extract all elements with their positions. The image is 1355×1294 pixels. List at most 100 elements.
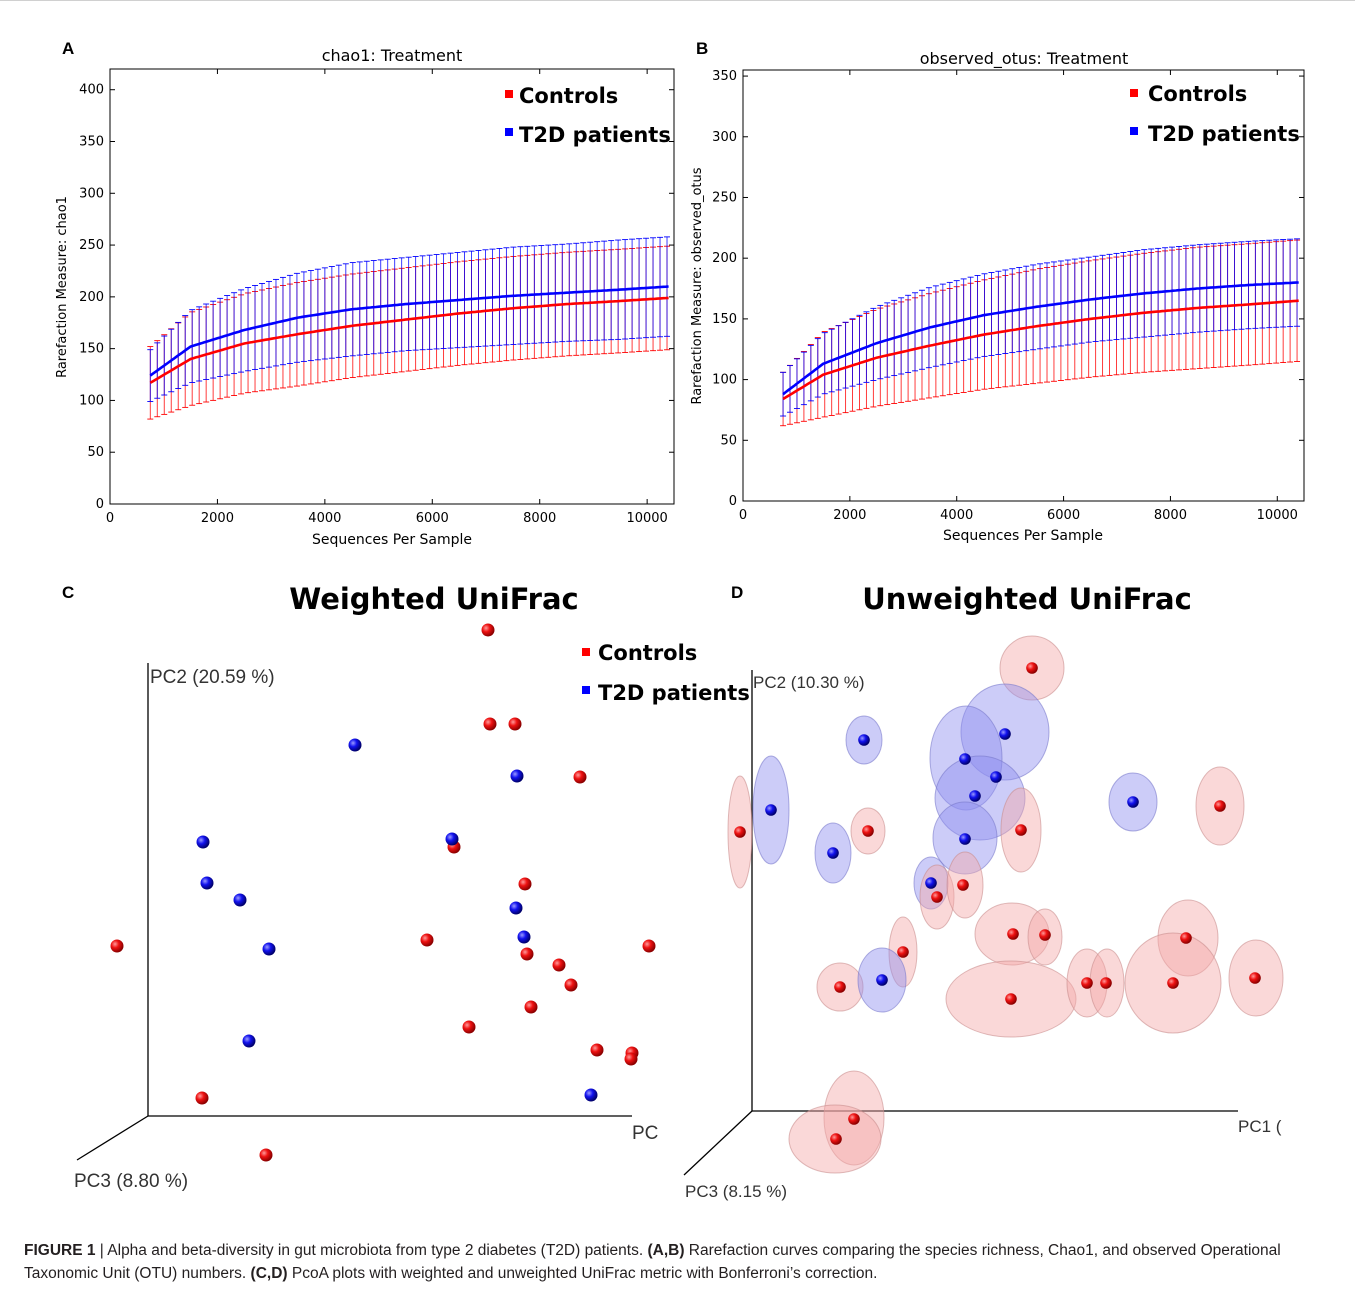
- panel-b-ylabel: Rarefaction Measure: observed_otus: [690, 167, 705, 404]
- point-t2d: [876, 974, 888, 986]
- y-tick-label: 50: [87, 445, 104, 460]
- point-controls: [1007, 928, 1019, 940]
- caption-separator: |: [95, 1242, 108, 1259]
- panel-c-legend: Controls T2D patients: [582, 641, 750, 705]
- point-controls: [830, 1133, 842, 1145]
- panel-letter-a: A: [62, 39, 74, 58]
- y-tick-label: 250: [79, 238, 104, 253]
- top-rule: [0, 0, 1355, 1]
- panel-c-label-pc3: PC3 (8.80 %): [74, 1171, 188, 1192]
- panel-c-label-pc1: PC: [632, 1123, 658, 1144]
- point-controls: [1167, 977, 1179, 989]
- y-tick-label: 350: [79, 135, 104, 150]
- panel-c-legend-controls: Controls: [598, 641, 697, 665]
- point-controls: [1214, 800, 1226, 812]
- panel-b-rarefaction-observed-otus: observed_otus: Treatment 0 2000 4000 6000 80…: [690, 49, 1305, 544]
- panel-c-axis-pc3: [76, 1115, 149, 1161]
- panel-d-confidence-ellipses: [727, 635, 1284, 1174]
- panel-c-points: [110, 623, 656, 1162]
- panel-a-marks: [147, 236, 671, 420]
- caption-ref-ab: (A,B): [647, 1242, 685, 1259]
- panel-a-title: chao1: Treatment: [322, 46, 463, 65]
- panel-a-xlabel: Sequences Per Sample: [312, 532, 472, 548]
- caption-label: FIGURE 1: [24, 1242, 96, 1259]
- point-t2d: [827, 847, 839, 859]
- panel-b-legend-swatch-t2d: [1130, 127, 1138, 135]
- y-tick-label: 150: [712, 312, 737, 327]
- series-line-t2d: [782, 281, 1299, 396]
- point-controls: [1015, 824, 1027, 836]
- caption-text-1: Alpha and beta-diversity in gut microbio…: [107, 1242, 648, 1259]
- panel-b-legend: Controls T2D patients: [1130, 82, 1300, 146]
- panel-b-xlabel: Sequences Per Sample: [943, 528, 1103, 544]
- panel-a-legend-swatch-controls: [505, 90, 513, 98]
- caption-ref-cd: (C,D): [250, 1265, 288, 1282]
- point-t2d: [925, 877, 937, 889]
- panel-c-legend-swatch-t2d: [582, 686, 590, 694]
- point-controls: [1026, 662, 1038, 674]
- point-t2d: [510, 769, 524, 783]
- point-controls: [957, 879, 969, 891]
- panel-b-title: observed_otus: Treatment: [920, 49, 1129, 69]
- y-tick-label: 0: [729, 494, 737, 509]
- point-controls: [518, 877, 532, 891]
- x-tick-label: 2000: [833, 508, 866, 523]
- y-tick-label: 0: [96, 497, 104, 512]
- panel-c-weighted-unifrac: Weighted UniFrac PC2 (20.59 %) PC3 (8.80…: [74, 582, 750, 1192]
- point-controls: [195, 1091, 209, 1105]
- x-tick-label: 8000: [523, 511, 556, 526]
- panel-b-legend-swatch-controls: [1130, 89, 1138, 97]
- x-tick-label: 2000: [201, 511, 234, 526]
- point-controls: [1039, 929, 1051, 941]
- x-tick-label: 4000: [308, 511, 341, 526]
- y-tick-label: 250: [712, 190, 737, 205]
- panel-a-legend-t2d: T2D patients: [519, 123, 671, 147]
- point-controls: [573, 770, 587, 784]
- panel-d-label-pc2: PC2 (10.30 %): [753, 673, 865, 692]
- point-controls: [508, 717, 522, 731]
- point-t2d: [765, 804, 777, 816]
- panel-d-points: [734, 662, 1261, 1145]
- panel-d-axis-pc3: [683, 1110, 753, 1176]
- point-controls: [1180, 932, 1192, 944]
- point-t2d: [999, 728, 1011, 740]
- point-t2d: [200, 876, 214, 890]
- x-tick-label: 4000: [940, 508, 973, 523]
- point-controls: [520, 947, 534, 961]
- x-tick-label: 0: [739, 508, 747, 523]
- point-t2d: [242, 1034, 256, 1048]
- point-t2d: [262, 942, 276, 956]
- point-t2d: [445, 832, 459, 846]
- panel-a-plot-frame: [109, 68, 675, 505]
- point-controls: [1249, 972, 1261, 984]
- point-t2d: [509, 901, 523, 915]
- y-tick-label: 150: [79, 342, 104, 357]
- panel-a-legend: Controls T2D patients: [505, 84, 671, 147]
- point-controls: [834, 981, 846, 993]
- panel-d-label-pc3: PC3 (8.15 %): [685, 1182, 787, 1201]
- point-controls: [259, 1148, 273, 1162]
- point-controls: [590, 1043, 604, 1057]
- panel-a-ticks: 0 2000 4000 6000 8000 10000 0 50 100 150 200 250 300…: [79, 69, 674, 526]
- panel-b-ticks: 0 2000 4000 6000 8000 10000 0 50 100 150 200 250 300…: [712, 69, 1304, 523]
- panel-a-legend-swatch-t2d: [505, 128, 513, 136]
- point-controls: [624, 1052, 638, 1066]
- y-tick-label: 400: [79, 83, 104, 98]
- panel-b-marks: [780, 238, 1301, 427]
- series-line-controls: [782, 299, 1299, 401]
- point-controls: [462, 1020, 476, 1034]
- point-t2d: [959, 833, 971, 845]
- series-line-t2d: [149, 285, 669, 377]
- point-controls: [1005, 993, 1017, 1005]
- panel-c-label-pc2: PC2 (20.59 %): [150, 667, 275, 688]
- panel-b-legend-t2d: T2D patients: [1148, 122, 1300, 146]
- point-controls: [734, 826, 746, 838]
- panel-d-label-pc1: PC1 (: [1238, 1117, 1282, 1136]
- y-tick-label: 100: [79, 393, 104, 408]
- panel-b-plot-frame: [742, 69, 1305, 502]
- caption-text-3: PcoA plots with weighted and unweighted …: [287, 1265, 878, 1282]
- point-controls: [481, 623, 495, 637]
- point-controls: [564, 978, 578, 992]
- point-controls: [642, 939, 656, 953]
